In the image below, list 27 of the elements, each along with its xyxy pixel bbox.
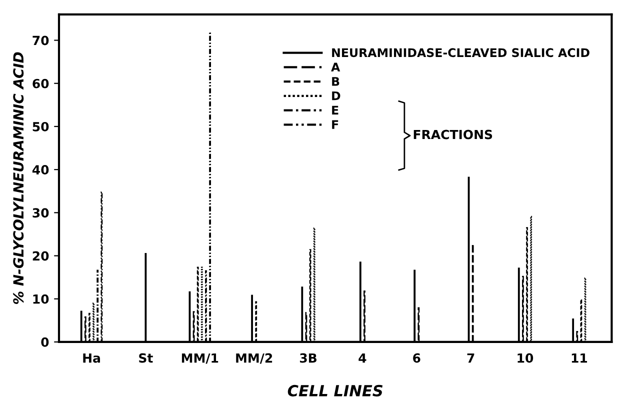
x-tick-label: 4 <box>358 353 366 363</box>
y-tick-label: 30 <box>32 208 49 218</box>
y-tick-label: 20 <box>32 251 49 261</box>
y-axis-title: % N-GLYCOLYLNEURAMINIC ACID <box>13 52 24 304</box>
y-tick-label: 50 <box>32 122 49 132</box>
x-tick-label: 6 <box>413 353 420 363</box>
legend-label: B <box>332 77 340 86</box>
annotation: FRACTIONS <box>414 130 492 140</box>
legend-label: F <box>332 120 338 129</box>
y-tick-label: 10 <box>33 294 49 304</box>
y-tick-label: 0 <box>41 337 49 347</box>
x-tick-label: St <box>139 353 153 363</box>
legend-label: NEURAMINIDASE-CLEAVED SIALIC ACID <box>332 48 590 58</box>
y-tick-label: 60 <box>32 78 49 88</box>
x-axis-title: CELL LINES <box>288 384 383 396</box>
legend-label: E <box>332 106 338 114</box>
x-tick-label: MM/1 <box>182 353 218 364</box>
x-tick-label: 3B <box>300 353 316 363</box>
y-tick-label: 70 <box>32 36 49 46</box>
y-tick-label: 40 <box>32 165 49 174</box>
legend-label: D <box>332 91 340 100</box>
x-tick-label: 11 <box>572 353 588 363</box>
x-tick-label: MM/2 <box>236 353 272 364</box>
x-tick-label: 7 <box>467 353 474 363</box>
x-tick-label: Ha <box>83 353 100 363</box>
x-tick-label: 10 <box>518 353 534 363</box>
legend-label: A <box>331 62 340 72</box>
